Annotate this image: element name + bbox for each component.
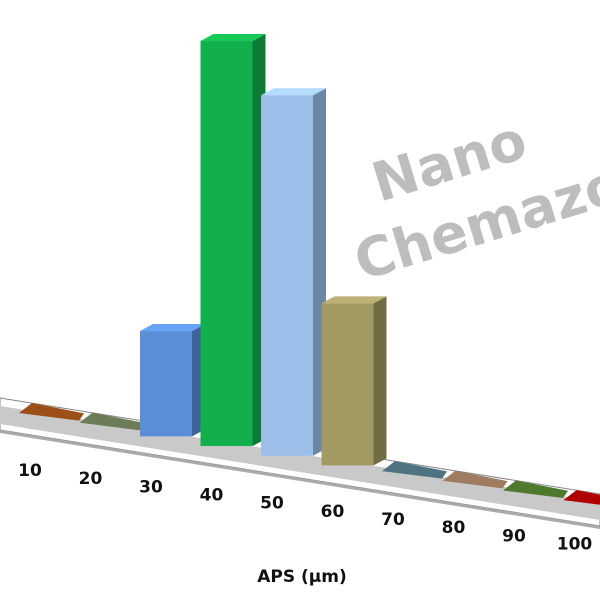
bar-top bbox=[140, 324, 205, 332]
watermark: Nano Chemazone bbox=[347, 108, 600, 293]
x-tick-40: 40 bbox=[200, 486, 224, 506]
bar-front bbox=[140, 331, 192, 437]
bar-100 bbox=[563, 490, 600, 505]
bar-10 bbox=[19, 403, 84, 421]
x-tick-20: 20 bbox=[79, 469, 103, 489]
x-tick-10: 10 bbox=[18, 461, 42, 481]
bar-tile bbox=[442, 470, 508, 489]
bar-top bbox=[321, 296, 387, 304]
bar-50 bbox=[261, 88, 326, 456]
x-axis-label: APS (µm) bbox=[257, 567, 347, 587]
x-tick-90: 90 bbox=[502, 526, 526, 546]
bar-20 bbox=[79, 412, 145, 431]
bar-tile bbox=[19, 403, 84, 421]
bar-60 bbox=[321, 296, 387, 466]
bar-side bbox=[373, 296, 387, 466]
x-tick-30: 30 bbox=[139, 477, 163, 497]
bar-90 bbox=[503, 480, 568, 499]
x-tick-100: 100 bbox=[557, 535, 593, 555]
bar-70 bbox=[382, 461, 447, 479]
x-tick-60: 60 bbox=[321, 502, 345, 522]
bar-top bbox=[200, 34, 266, 42]
bar-tile bbox=[503, 480, 568, 499]
x-tick-labels: 10 20 30 40 50 60 70 80 90 100 bbox=[18, 461, 592, 555]
x-tick-80: 80 bbox=[442, 518, 466, 538]
bar-80 bbox=[442, 470, 508, 489]
floor-edge bbox=[0, 430, 600, 529]
x-tick-70: 70 bbox=[381, 510, 405, 530]
bar-30 bbox=[140, 324, 205, 437]
x-tick-50: 50 bbox=[260, 494, 284, 514]
bar-tile bbox=[563, 490, 600, 505]
bar-tile bbox=[382, 461, 447, 479]
bar-front bbox=[200, 41, 253, 447]
bar-40 bbox=[200, 34, 266, 447]
bar-top bbox=[261, 88, 326, 96]
bar-front bbox=[321, 303, 374, 466]
bar-tile bbox=[79, 412, 145, 431]
bars bbox=[19, 34, 600, 505]
bar-front bbox=[261, 95, 313, 456]
